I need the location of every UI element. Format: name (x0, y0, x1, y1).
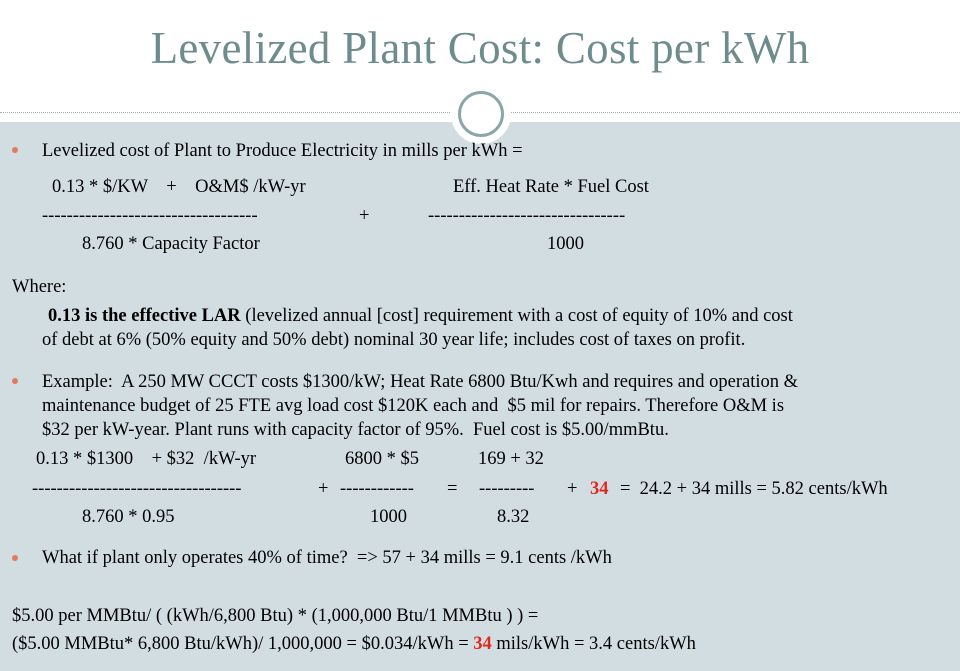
lar-definition-bold: 0.13 is the effective LAR (48, 306, 241, 326)
footer-mils-highlight: 34 (473, 634, 492, 654)
footer-conversion-line-2: ($5.00 MMBtu* 6,800 Btu/kWh)/ 1,000,000 … (12, 632, 696, 656)
bullet-icon (12, 378, 18, 384)
calc-denominator-3: 8.32 (497, 507, 530, 527)
calc-numerator-2: 6800 * $5 (345, 449, 419, 469)
bullet-forty-percent: What if plant only operates 40% of time?… (42, 548, 612, 568)
example-line-1: Example: A 250 MW CCCT costs $1300/kW; H… (42, 372, 798, 392)
formula-numerator-left: 0.13 * $/KW + O&M$ /kW-yr (52, 177, 306, 197)
formula-denominator-left: 8.760 * Capacity Factor (82, 234, 260, 254)
where-line-1-rest: (levelized annual [cost] requirement wit… (240, 306, 793, 326)
calc-fuel-mills-highlight: 34 (590, 479, 609, 499)
bullet-icon (12, 147, 18, 153)
where-line-2: of debt at 6% (50% equity and 50% debt) … (42, 330, 746, 350)
calc-numerator-3: 169 + 32 (478, 449, 544, 469)
calc-fraction-bar-3: --------- (479, 479, 535, 499)
where-label: Where: (12, 277, 67, 297)
footer-line-2-start: ($5.00 MMBtu* 6,800 Btu/kWh)/ 1,000,000 … (12, 634, 474, 654)
bullet-levelized-cost: Levelized cost of Plant to Produce Elect… (42, 141, 523, 161)
calc-denominator-2: 1000 (370, 507, 407, 527)
calc-plus-1: + (318, 479, 329, 499)
example-line-2: maintenance budget of 25 FTE avg load co… (42, 396, 785, 416)
formula-plus: + (359, 206, 370, 226)
content-panel (0, 122, 960, 671)
calc-fraction-bar-1: ---------------------------------- (32, 479, 242, 499)
calc-numerator-1: 0.13 * $1300 + $32 /kW-yr (36, 449, 257, 469)
circle-ornament-icon (451, 84, 511, 144)
footer-conversion-line-1: $5.00 per MMBtu/ ( (kWh/6,800 Btu) * (1,… (12, 606, 539, 626)
calc-equals: = (447, 479, 458, 499)
example-line-3: $32 per kW-year. Plant runs with capacit… (42, 420, 669, 440)
formula-fraction-bar-right: -------------------------------- (428, 206, 626, 226)
calc-fraction-bar-2: ------------ (340, 479, 414, 499)
calc-plus-2: + (567, 479, 578, 499)
calc-result: = 24.2 + 34 mills = 5.82 cents/kWh (620, 479, 888, 499)
slide-title: Levelized Plant Cost: Cost per kWh (150, 23, 810, 73)
footer-line-2-end: mils/kWh = 3.4 cents/kWh (491, 634, 696, 654)
formula-numerator-right: Eff. Heat Rate * Fuel Cost (453, 177, 649, 197)
formula-denominator-right: 1000 (547, 234, 584, 254)
bullet-icon (12, 555, 18, 561)
formula-fraction-bar-left: ----------------------------------- (42, 206, 258, 226)
calc-denominator-1: 8.760 * 0.95 (82, 507, 175, 527)
where-line-1: 0.13 is the effective LAR (levelized ann… (48, 304, 793, 328)
